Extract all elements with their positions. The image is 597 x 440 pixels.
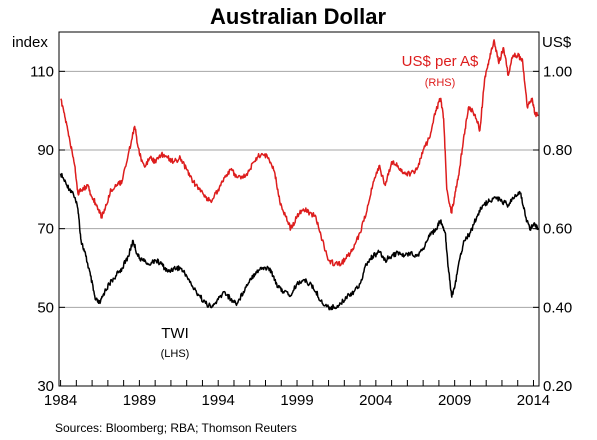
right-tick-label-0.40: 0.40	[543, 299, 572, 316]
twi-series-line	[59, 172, 539, 311]
twi-series-sublabel: (LHS)	[161, 348, 190, 360]
series-lines	[59, 39, 539, 311]
left-tick-label-30: 30	[37, 378, 54, 395]
left-tick-label-90: 90	[37, 142, 54, 159]
right-axis-unit: US$	[542, 34, 572, 51]
x-tick-label-1989: 1989	[123, 392, 156, 409]
x-tick-label-2009: 2009	[438, 392, 471, 409]
x-tick-label-1984: 1984	[44, 392, 77, 409]
left-tick-label-110: 110	[30, 63, 54, 80]
x-tick-label-1999: 1999	[280, 392, 313, 409]
right-tick-label-1.00: 1.00	[543, 63, 572, 80]
usd-per-aud-series-line	[60, 39, 539, 267]
usd-series-sublabel: (RHS)	[425, 77, 456, 89]
right-tick-label-0.20: 0.20	[543, 378, 572, 395]
right-tick-label-0.80: 0.80	[543, 142, 572, 159]
x-tick-label-1994: 1994	[202, 392, 235, 409]
left-tick-label-70: 70	[37, 221, 54, 238]
plot-frame	[58, 31, 540, 387]
axis-ticks: 30 50 70 90 110 0.20 0.40 0.60 0.80 1.00 1984 1989 1…	[30, 63, 572, 409]
source-note: Sources: Bloomberg; RBA; Thomson Reuters	[55, 421, 297, 435]
x-tick-label-2004: 2004	[359, 392, 392, 409]
twi-series-label: TWI	[161, 325, 189, 342]
gridlines	[59, 70, 539, 308]
left-tick-label-50: 50	[37, 299, 54, 316]
usd-series-label: US$ per A$	[402, 53, 479, 70]
left-axis-unit: index	[12, 34, 48, 51]
x-tick-label-2014: 2014	[517, 392, 550, 409]
chart-title: Australian Dollar	[210, 4, 386, 29]
right-tick-label-0.60: 0.60	[543, 221, 572, 238]
